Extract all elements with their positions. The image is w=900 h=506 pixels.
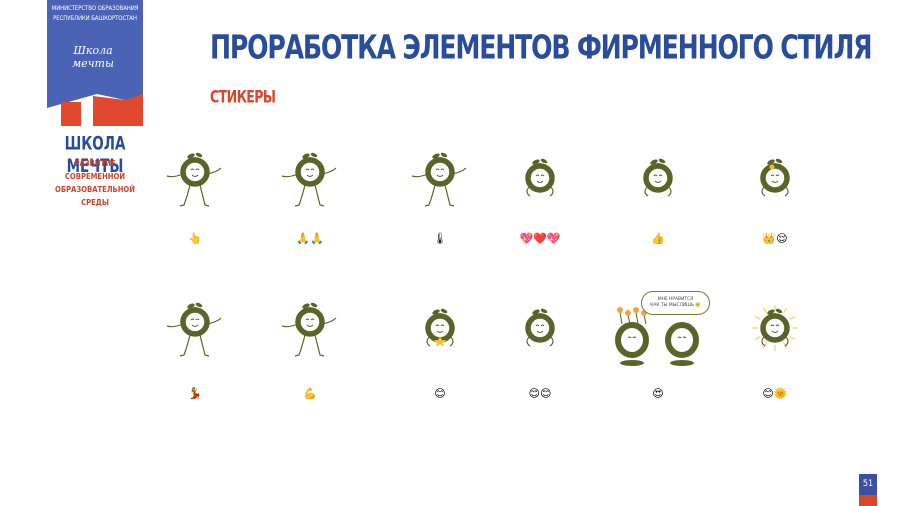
mascot-happy <box>525 308 555 347</box>
sticker-emoji: 👑😌 <box>762 232 788 245</box>
logo-script-text: Школа мечты <box>72 44 114 70</box>
speech-bubble-line: МНЕ НРАВИТСЯ <box>657 297 694 302</box>
sticker-waving <box>159 150 231 220</box>
speech-bubble-line: КАК ТЫ МЫСЛИШЬ 🌞 <box>650 303 701 308</box>
school-subtitle-line: ОБРАЗОВАТЕЛЬНОЙ СРЕДЫ <box>55 185 135 207</box>
sticker-happy <box>504 300 576 370</box>
speech-bubble: МНЕ НРАВИТСЯ КАК ТЫ МЫСЛИШЬ 🌞 <box>641 291 710 315</box>
mascot-star-hug <box>425 308 455 347</box>
page-number: 51 <box>859 474 877 495</box>
sticker-star-hug <box>404 300 476 370</box>
mascot-dancing <box>281 152 337 207</box>
mascot-thumbs-up <box>643 158 673 197</box>
mascot-dancing-arms-up <box>166 302 222 357</box>
sticker-emoji: 😊😊 <box>528 387 552 400</box>
ministry-caption-line: РЕСПУБЛИКИ БАШКОРТОСТАН <box>53 15 137 22</box>
school-subtitle-line: РАЗВИТИЕ СОВРЕМЕННОЙ <box>64 159 126 181</box>
school-subtitle: РАЗВИТИЕ СОВРЕМЕННОЙ ОБРАЗОВАТЕЛЬНОЙ СРЕ… <box>44 157 146 209</box>
mascot-waving <box>166 152 222 207</box>
sticker-emoji: 😊 <box>434 387 446 400</box>
sticker-smiling <box>504 150 576 220</box>
sticker-flexing <box>274 300 346 370</box>
mascot-pair-with-flowers <box>615 307 699 366</box>
sticker-emoji: 💖❤️💖 <box>519 232 561 245</box>
mascot-crowned <box>760 158 790 197</box>
sticker-emoji: 👆 <box>188 232 202 245</box>
sticker-emoji: 🌡 <box>433 232 447 245</box>
section-title: СТИКЕРЫ <box>210 88 276 108</box>
mascot-flexing <box>281 302 337 357</box>
sticker-crowned <box>739 150 811 220</box>
ministry-caption-line: МИНИСТЕРСТВО ОБРАЗОВАНИЯ <box>51 5 139 12</box>
sticker-dancing-arms-up <box>159 300 231 370</box>
mascot-sunny <box>752 305 798 351</box>
page-number-accent <box>859 495 877 506</box>
sticker-dancing <box>274 150 346 220</box>
sticker-emoji: 👍 <box>651 232 665 245</box>
sticker-pair-with-flowers <box>610 300 710 370</box>
sticker-emoji: 💃 <box>188 387 202 400</box>
sticker-emoji: 💪 <box>303 387 317 400</box>
school-title: ШКОЛА МЕЧТЫ <box>64 132 126 177</box>
sticker-emoji: 😊🌞 <box>762 387 788 400</box>
ministry-caption: МИНИСТЕРСТВО ОБРАЗОВАНИЯ РЕСПУБЛИКИ БАШК… <box>51 4 139 24</box>
sticker-emoji: 🙏🙏 <box>296 232 324 245</box>
sticker-sunny <box>739 300 811 370</box>
page-title: ПРОРАБОТКА ЭЛЕМЕНТОВ ФИРМЕННОГО СТИЛЯ <box>210 28 873 67</box>
sticker-thumbs-up <box>622 150 694 220</box>
mascot-standing <box>411 152 467 207</box>
building-icon <box>47 94 143 126</box>
logo-panel: МИНИСТЕРСТВО ОБРАЗОВАНИЯ РЕСПУБЛИКИ БАШК… <box>47 0 143 126</box>
sticker-emoji: 😍 <box>652 387 664 400</box>
mascot-smiling <box>525 158 555 197</box>
sticker-standing <box>404 150 476 220</box>
